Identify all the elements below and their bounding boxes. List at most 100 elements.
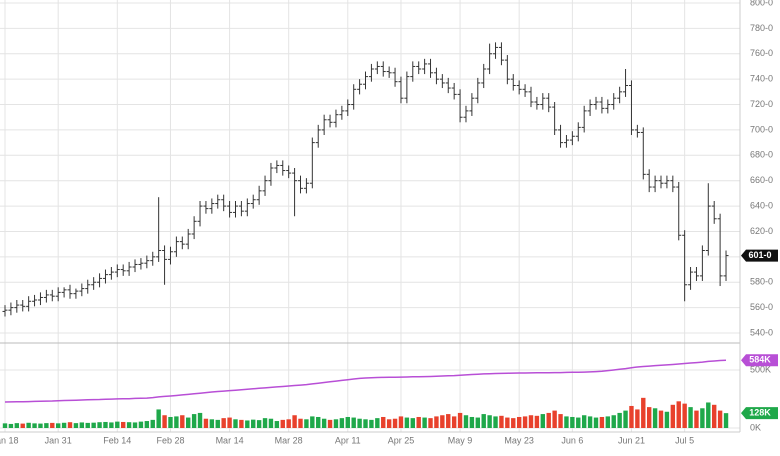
- volume-bar: [599, 416, 605, 428]
- ohlc-bar: [286, 165, 292, 179]
- ohlc-bar: [676, 181, 682, 241]
- x-tick-label: Mar 28: [275, 435, 303, 445]
- x-tick-label: Feb 14: [103, 435, 131, 445]
- ohlc-bar: [569, 131, 575, 146]
- volume-bar: [516, 416, 522, 428]
- ohlc-bar: [640, 127, 646, 180]
- volume-bar: [38, 423, 43, 428]
- volume-bar: [357, 418, 362, 428]
- volume-bar: [570, 416, 575, 428]
- volume-bar: [623, 410, 628, 428]
- volume-bar: [227, 417, 232, 428]
- ohlc-bar: [132, 259, 138, 273]
- ohlc-bar: [215, 194, 221, 209]
- volume-bar: [712, 404, 717, 428]
- x-tick-label: Jun 21: [618, 435, 645, 445]
- ohlc-bar: [493, 42, 499, 59]
- volume-bar: [652, 408, 658, 428]
- volume-bar: [280, 419, 285, 428]
- ohlc-bar: [546, 93, 552, 113]
- volume-bar: [180, 415, 185, 428]
- volume-bar: [97, 422, 102, 428]
- volume-bar: [499, 415, 504, 428]
- ohlc-bar: [433, 67, 439, 85]
- ohlc-bar: [185, 228, 191, 250]
- ohlc-bar: [339, 105, 345, 120]
- ohlc-bar: [528, 86, 534, 108]
- ohlc-bar: [345, 99, 351, 116]
- volume-bar: [576, 417, 581, 428]
- volume-bar: [688, 407, 693, 428]
- y-tick-label: 540-0: [750, 327, 773, 337]
- ohlc-bar: [37, 292, 43, 306]
- volume-bar: [434, 416, 439, 428]
- volume-bar: [61, 422, 67, 428]
- volume-bar: [487, 415, 492, 428]
- volume-bar: [593, 417, 599, 428]
- volume-bar: [493, 416, 498, 428]
- ohlc-bar: [363, 71, 369, 90]
- ohlc-bar: [162, 245, 168, 285]
- volume-bar: [79, 422, 85, 428]
- ohlc-bar: [315, 124, 321, 148]
- last-volume-label-pointer: [741, 407, 778, 420]
- ohlc-bar: [173, 236, 179, 257]
- ohlc-bar: [711, 201, 717, 224]
- y-tick-label: 640-0: [750, 200, 773, 210]
- ohlc-bar: [138, 258, 144, 270]
- last-price-label: 601-0: [748, 250, 771, 260]
- volume-bar: [351, 417, 356, 428]
- volume-bar: [511, 418, 516, 428]
- y-tick-label: 700-0: [750, 124, 773, 134]
- ohlc-bar: [693, 267, 699, 281]
- volume-bar: [245, 420, 250, 428]
- ohlc-bar: [540, 93, 546, 110]
- volume-bar: [203, 418, 209, 428]
- x-tick-label: Apr 11: [335, 435, 361, 445]
- volume-bar: [310, 416, 315, 428]
- last-price-label-pointer: [741, 249, 778, 262]
- y-tick-label: 580-0: [750, 277, 773, 287]
- y-tick-label: 740-0: [750, 74, 773, 84]
- ohlc-bar: [439, 74, 445, 89]
- volume-bar: [522, 416, 528, 428]
- ohlc-bar: [723, 250, 729, 281]
- ohlc-bar: [150, 251, 156, 266]
- ohlc-bar: [404, 71, 410, 104]
- ohlc-bar: [2, 305, 8, 317]
- volume-bar: [416, 416, 421, 428]
- ohlc-bar: [268, 162, 274, 186]
- ohlc-bar: [475, 77, 481, 104]
- ohlc-bar: [256, 185, 262, 205]
- volume-bar: [126, 422, 132, 428]
- ohlc-bar: [102, 269, 108, 284]
- volume-bar: [251, 419, 256, 428]
- x-tick-label: Jun 6: [561, 435, 583, 445]
- ohlc-bar: [351, 84, 357, 110]
- y-tick-label: 560-0: [750, 302, 773, 312]
- ohlc-bar: [422, 58, 428, 75]
- ohlc-bar: [274, 160, 280, 174]
- volume-bar: [398, 416, 404, 428]
- ohlc-bar: [327, 114, 333, 128]
- volume-bar: [611, 415, 616, 428]
- ohlc-bar: [108, 267, 114, 280]
- ohlc-bar: [303, 178, 309, 194]
- volume-bar: [369, 419, 374, 428]
- ohlc-bar: [558, 124, 564, 148]
- volume-bar: [440, 415, 445, 428]
- ohlc-bar: [14, 300, 20, 313]
- volume-bar: [144, 421, 150, 428]
- volume-bar: [67, 422, 73, 428]
- volume-bar: [587, 416, 593, 428]
- volume-bar: [233, 419, 238, 428]
- volume-bar: [528, 415, 534, 428]
- ohlc-bar: [232, 201, 238, 218]
- volume-bar: [552, 410, 557, 428]
- volume-bar: [540, 414, 546, 428]
- x-tick-label: Jan 31: [45, 435, 72, 445]
- ohlc-bar: [670, 175, 676, 193]
- ohlc-bar: [221, 194, 227, 212]
- volume-bar: [168, 416, 173, 428]
- y-tick-label: 800-0: [750, 0, 773, 7]
